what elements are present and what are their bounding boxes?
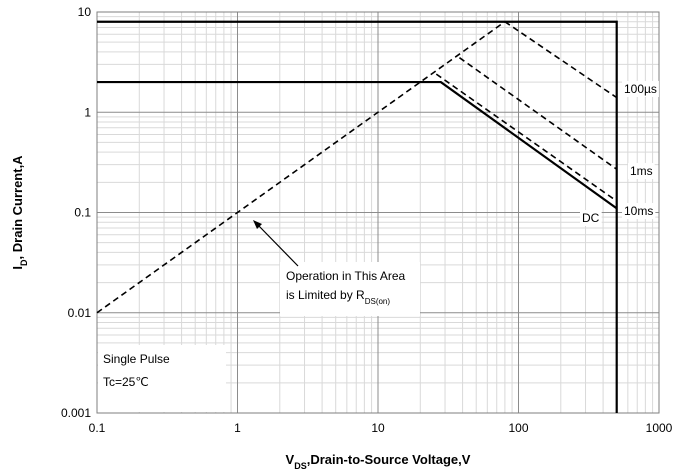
arrow-shaft <box>256 223 299 267</box>
series-label: 1ms <box>630 164 653 178</box>
axis-title-sub: D <box>19 259 29 266</box>
axis-title-rest: , Drain Current,A <box>10 155 25 260</box>
axis-title: ID, Drain Current,A <box>10 155 29 270</box>
y-tick-label: 1 <box>84 105 91 119</box>
axis-title-main: I <box>10 266 25 270</box>
series-label: 100µs <box>624 82 657 96</box>
arrow-head <box>253 220 262 229</box>
grid: 0.1 1 10 100 1000 0.001 0.01 0.1 1 10 <box>61 5 673 435</box>
series-line <box>504 21 618 99</box>
annotation-sub: DS(on) <box>365 297 391 306</box>
axis-title-rest: ,Drain-to-Source Voltage,V <box>307 452 471 467</box>
label-bg <box>628 163 655 179</box>
axis-title-main: V <box>286 452 295 467</box>
series-label: 10ms <box>624 204 653 218</box>
y-tick-label: 0.1 <box>74 206 91 220</box>
plot-frame <box>96 11 660 414</box>
x-tick-label: 100 <box>508 421 528 435</box>
series-line <box>96 21 506 314</box>
series-label: DC <box>582 211 600 225</box>
marks <box>96 20 618 413</box>
annotation-bg <box>280 262 420 316</box>
series-line <box>97 80 618 210</box>
x-tick-label: 10 <box>371 421 385 435</box>
label-bg <box>580 210 602 226</box>
axis-title: VDS,Drain-to-Source Voltage,V <box>286 452 471 471</box>
axis-title-sub: DS <box>294 461 307 471</box>
series-line <box>458 57 618 170</box>
y-tick-label: 10 <box>78 5 92 19</box>
condition: Tc=25℃ <box>103 375 149 389</box>
annotation-main: is Limited by R <box>286 288 365 302</box>
series-line <box>97 20 618 413</box>
overlays: VDS,Drain-to-Source Voltage,V ID, Drain C… <box>10 81 659 471</box>
annotation-line: Operation in This Area <box>286 269 406 283</box>
x-tick-label: 0.1 <box>89 421 106 435</box>
y-tick-label: 0.001 <box>61 406 91 420</box>
x-tick-label: 1000 <box>646 421 673 435</box>
label-bg <box>622 203 656 219</box>
series-line <box>435 73 618 202</box>
annotation-line: is Limited by RDS(on) <box>286 288 390 306</box>
label-bg <box>622 81 659 97</box>
y-tick-label: 0.01 <box>68 306 92 320</box>
x-tick-label: 1 <box>234 421 241 435</box>
conditions-bg <box>98 345 226 412</box>
condition: Single Pulse <box>103 352 170 366</box>
